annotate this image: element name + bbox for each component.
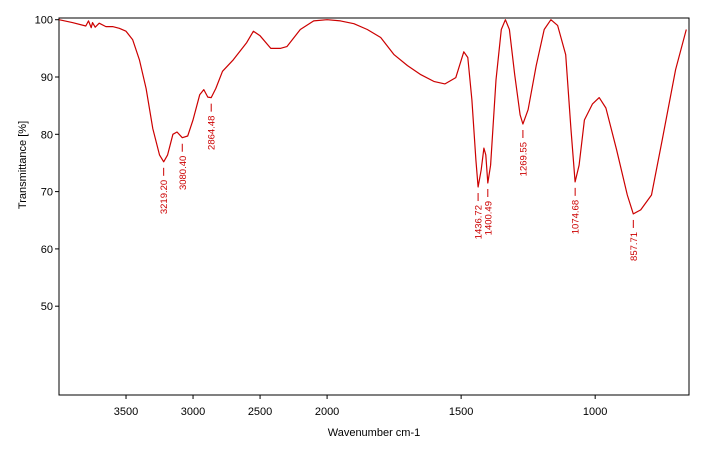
peak-label: 1074.68	[571, 200, 582, 234]
x-tick-label: 1000	[583, 406, 607, 418]
y-tick-label: 80	[41, 129, 53, 141]
y-tick-label: 60	[41, 244, 53, 256]
y-axis-label: Transmittance [%]	[17, 121, 29, 209]
x-tick-label: 1500	[449, 406, 473, 418]
x-tick-label: 2500	[248, 406, 272, 418]
peak-label: 1400.49	[483, 201, 494, 235]
peak-label: 2864.48	[207, 116, 218, 150]
peak-label: 857.71	[629, 232, 640, 261]
spectrum-line	[58, 19, 687, 215]
peak-label: 3219.20	[159, 180, 170, 214]
y-tick-label: 100	[35, 15, 53, 27]
peak-label: 1436.72	[474, 205, 485, 239]
peak-label: 1269.55	[518, 142, 529, 176]
x-axis-label: Wavenumber cm-1	[328, 427, 421, 439]
peak-label: 3080.40	[178, 156, 189, 190]
y-tick-label: 70	[41, 187, 53, 199]
y-tick-label: 50	[41, 301, 53, 313]
x-tick-label: 2000	[315, 406, 339, 418]
y-tick-label: 90	[41, 72, 53, 84]
x-tick-label: 3000	[181, 406, 205, 418]
x-tick-label: 3500	[114, 406, 138, 418]
plot-frame	[58, 17, 690, 396]
